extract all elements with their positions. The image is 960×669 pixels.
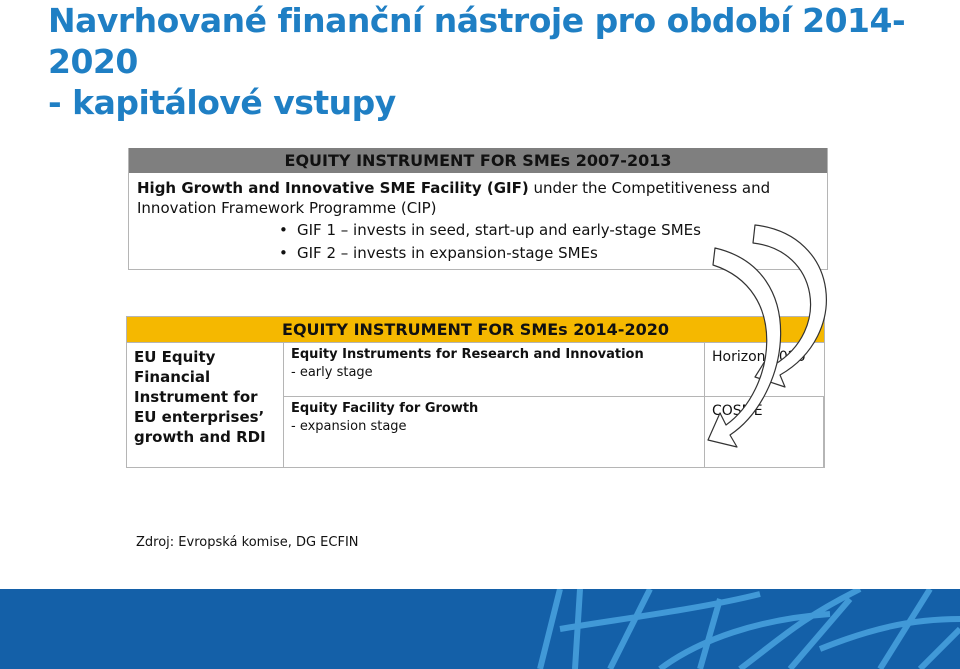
table-2014-grid: EU Equity Financial Instrument for EU en… bbox=[127, 342, 824, 467]
curved-arrow-icon bbox=[707, 247, 782, 448]
table-2007-header: EQUITY INSTRUMENT FOR SMEs 2007-2013 bbox=[129, 148, 827, 173]
table-2007-body: High Growth and Innovative SME Facility … bbox=[129, 173, 827, 271]
gif-bullet: GIF 1 – invests in seed, start-up and ea… bbox=[297, 220, 819, 240]
instrument-title: Equity Instruments for Research and Inno… bbox=[291, 347, 644, 362]
table-2007-2013: EQUITY INSTRUMENT FOR SMEs 2007-2013 Hig… bbox=[128, 148, 828, 270]
source-note: Zdroj: Evropská komise, DG ECFIN bbox=[136, 535, 359, 550]
gif-bullet-list: GIF 1 – invests in seed, start-up and ea… bbox=[137, 220, 819, 263]
instrument-stage: - expansion stage bbox=[291, 419, 407, 434]
gif-facility-programme: under the Competitiveness and Innovation… bbox=[137, 179, 771, 217]
table-2014-2020: EQUITY INSTRUMENT FOR SMEs 2014-2020 EU … bbox=[126, 316, 825, 468]
instrument-stage: - early stage bbox=[291, 365, 373, 380]
gif-facility-name: High Growth and Innovative SME Facility … bbox=[137, 179, 529, 197]
footer-pattern bbox=[537, 589, 960, 669]
slide-title: Navrhované finanční nástroje pro období … bbox=[48, 0, 948, 123]
table-row: Equity Facility for Growth - expansion s… bbox=[284, 396, 705, 467]
gif-bullet: GIF 2 – invests in expansion-stage SMEs bbox=[297, 243, 819, 263]
transition-arrows bbox=[707, 224, 827, 448]
instrument-title: Equity Facility for Growth bbox=[291, 401, 479, 416]
footer-band bbox=[0, 589, 960, 669]
eu-equity-instrument-label: EU Equity Financial Instrument for EU en… bbox=[127, 342, 284, 467]
title-line-2: - kapitálové vstupy bbox=[48, 83, 396, 122]
table-2007-description: High Growth and Innovative SME Facility … bbox=[137, 178, 819, 218]
table-2014-header: EQUITY INSTRUMENT FOR SMEs 2014-2020 bbox=[127, 317, 824, 342]
title-line-1: Navrhované finanční nástroje pro období … bbox=[48, 1, 906, 81]
table-row: Equity Instruments for Research and Inno… bbox=[284, 342, 705, 396]
